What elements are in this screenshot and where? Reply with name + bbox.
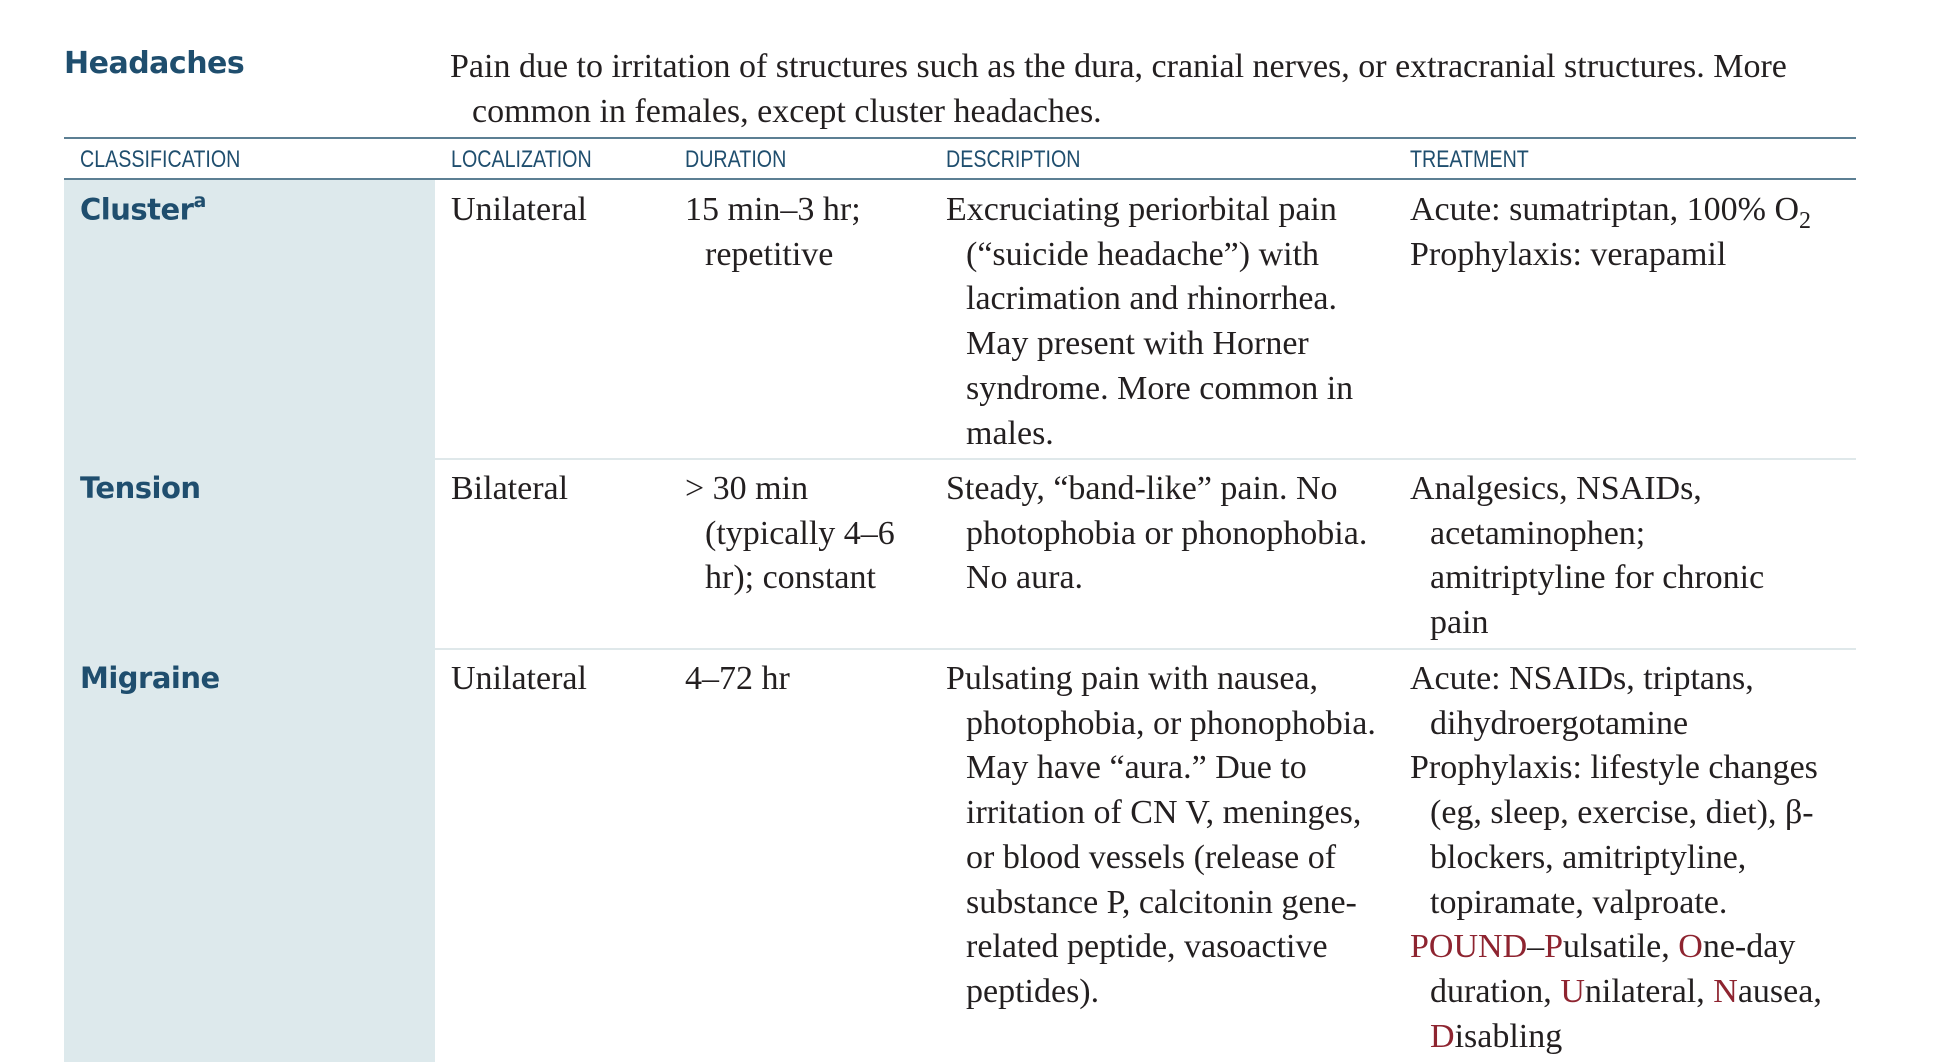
mnemonic-dash: – bbox=[1527, 928, 1545, 966]
table-top-rule bbox=[64, 137, 1856, 139]
column-header-duration: DURATION bbox=[685, 146, 787, 173]
classification-cell: Migraine bbox=[80, 661, 220, 695]
treatment-cell: Analgesics, NSAIDs, acetaminophen; amitr… bbox=[1410, 467, 1810, 646]
classification-cell: Clustera bbox=[80, 190, 206, 227]
table-header-rule bbox=[64, 178, 1856, 180]
description-cell: Excruciating periorbital pain (“suicide … bbox=[946, 191, 1354, 452]
mnemonic-rest: ulsatile, bbox=[1563, 928, 1679, 966]
mnemonic-letter: P bbox=[1544, 928, 1564, 966]
description-cell: Steady, “band-like” pain. No photophobia… bbox=[946, 470, 1368, 597]
duration-cell: > 30 min (typically 4–6 hr); constant bbox=[685, 470, 895, 597]
column-header-localization: LOCALIZATION bbox=[451, 146, 592, 173]
mnemonic-letter: N bbox=[1713, 972, 1738, 1010]
column-header-classification: CLASSIFICATION bbox=[80, 146, 241, 173]
pound-mnemonic: POUND–Pulsatile, One-day duration, Unila… bbox=[1410, 925, 1870, 1059]
description-cell: Pulsating pain with nausea, photophobia,… bbox=[946, 660, 1376, 1010]
mnemonic-word: POUND bbox=[1410, 928, 1528, 966]
duration-cell: 4–72 hr bbox=[685, 660, 790, 697]
mnemonic-rest: ausea, bbox=[1737, 972, 1822, 1010]
mnemonic-rest: ne-day duration, bbox=[1430, 928, 1796, 1010]
treatment-cell: Acute: sumatriptan, 100% O2 Prophylaxis:… bbox=[1410, 188, 1850, 277]
localization-cell: Bilateral bbox=[451, 470, 569, 507]
column-header-description: DESCRIPTION bbox=[946, 146, 1081, 173]
mnemonic-letter: U bbox=[1560, 972, 1585, 1010]
row-divider bbox=[435, 648, 1856, 650]
mnemonic-rest: isabling bbox=[1454, 1017, 1563, 1055]
treatment-prophylaxis: Prophylaxis: verapamil bbox=[1410, 235, 1727, 273]
mnemonic-letter: D bbox=[1430, 1017, 1455, 1055]
treatment-cell: Acute: NSAIDs, triptans, dihydroergotami… bbox=[1410, 657, 1855, 1059]
column-header-treatment: TREATMENT bbox=[1410, 146, 1529, 173]
duration-cell: 15 min–3 hr; repetitive bbox=[685, 191, 861, 273]
mnemonic-letter: O bbox=[1678, 928, 1703, 966]
section-title: Headaches bbox=[64, 46, 245, 81]
treatment-text: Analgesics, NSAIDs, acetaminophen; amitr… bbox=[1410, 470, 1765, 642]
footnote-marker: a bbox=[193, 190, 206, 212]
localization-cell: Unilateral bbox=[451, 191, 587, 228]
classification-label: Cluster bbox=[80, 192, 194, 227]
localization-cell: Unilateral bbox=[451, 660, 587, 697]
mnemonic-rest: nilateral, bbox=[1584, 972, 1714, 1010]
treatment-acute-text: Acute: sumatriptan, 100% O bbox=[1410, 191, 1800, 228]
treatment-acute: Acute: sumatriptan, 100% O2 bbox=[1410, 188, 1850, 233]
classification-cell: Tension bbox=[80, 471, 201, 505]
classification-column-band bbox=[64, 180, 435, 1062]
oxygen-subscript: 2 bbox=[1799, 207, 1812, 234]
treatment-acute: Acute: NSAIDs, triptans, dihydroergotami… bbox=[1410, 660, 1754, 742]
row-divider bbox=[435, 458, 1856, 460]
section-intro: Pain due to irritation of structures suc… bbox=[450, 48, 1787, 130]
treatment-prophylaxis: Prophylaxis: lifestyle changes (eg, slee… bbox=[1410, 749, 1818, 921]
